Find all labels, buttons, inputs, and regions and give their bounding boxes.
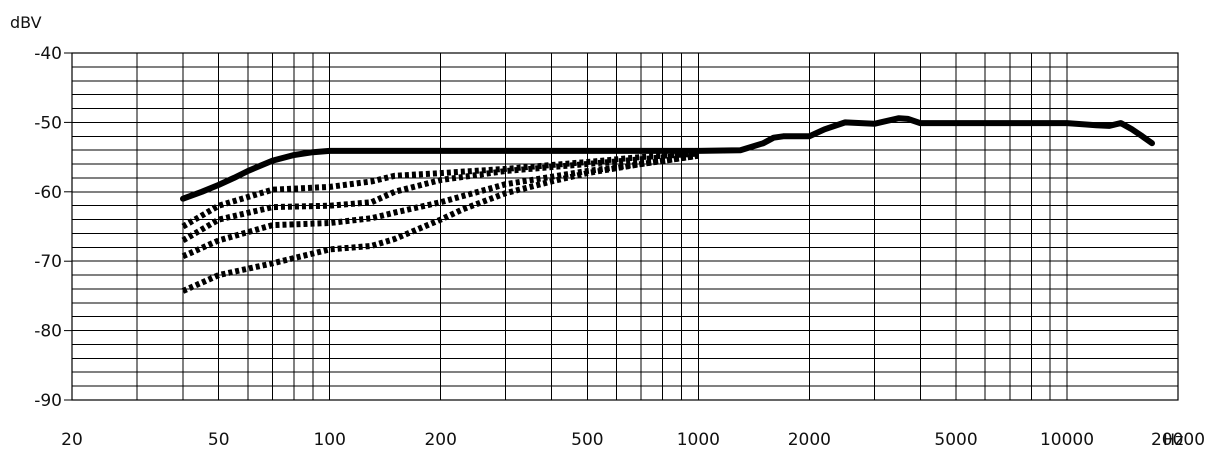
x-tick-label: 10000 <box>1040 430 1094 450</box>
series-line-solid <box>180 115 1155 202</box>
series-line-dotted-3 <box>181 152 699 260</box>
y-tick-label: -60 <box>34 183 62 203</box>
axes: -40 -50 -60 -70 -80 -90 20 50 100 200 500 1000 2000 5… <box>34 44 1205 450</box>
grid <box>71 52 1179 401</box>
x-tick-label: 50 <box>208 430 230 450</box>
series-group <box>180 115 1155 294</box>
series-line-dotted-1 <box>181 150 699 230</box>
y-axis-label: dBV <box>10 13 42 32</box>
plot-frame <box>71 52 1179 401</box>
x-tick-label: 20 <box>61 430 83 450</box>
x-tick-label: 200 <box>424 430 456 450</box>
y-tick-label: -50 <box>34 113 62 133</box>
x-axis-label: Hz <box>1163 430 1183 449</box>
x-tick-label: 1000 <box>677 430 720 450</box>
x-tick-label: 20000 <box>1151 430 1205 450</box>
x-tick-label: 5000 <box>934 430 977 450</box>
x-tick-label: 2000 <box>788 430 831 450</box>
series-line-dotted-4 <box>181 152 699 294</box>
x-tick-label: 500 <box>571 430 603 450</box>
y-tick-label: -70 <box>34 252 62 272</box>
x-tick-label: 100 <box>313 430 345 450</box>
y-tick-label: -90 <box>34 391 62 411</box>
series-line-dotted-2 <box>181 151 699 243</box>
y-tick-label: -40 <box>34 44 62 64</box>
y-tick-label: -80 <box>34 322 62 342</box>
